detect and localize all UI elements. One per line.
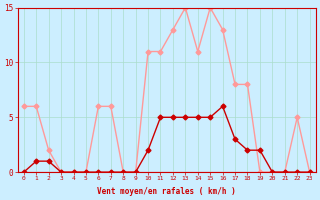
X-axis label: Vent moyen/en rafales ( km/h ): Vent moyen/en rafales ( km/h ) — [97, 187, 236, 196]
